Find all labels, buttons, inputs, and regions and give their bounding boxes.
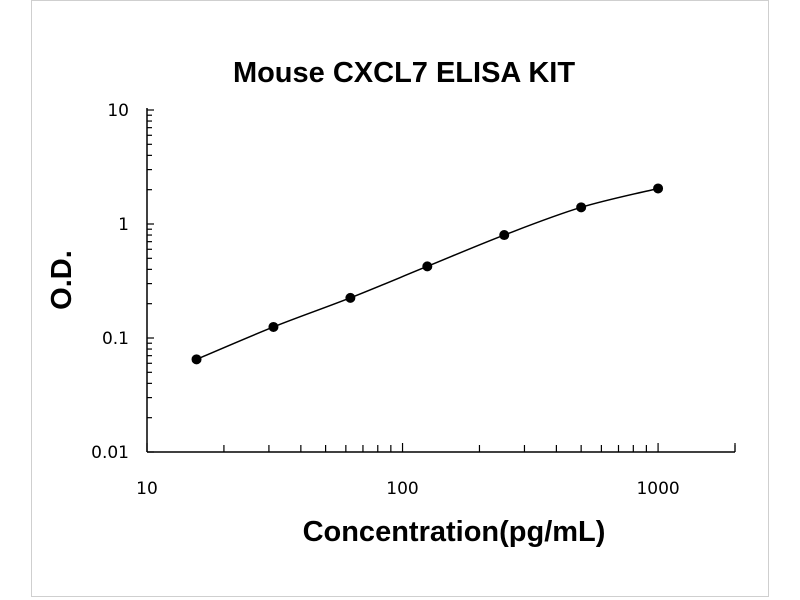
x-tick-label: 100: [386, 479, 418, 499]
y-axis-label: O.D.: [46, 250, 78, 310]
data-point: [576, 202, 587, 213]
data-point: [653, 183, 664, 194]
y-tick-label: 10: [107, 101, 129, 121]
data-point: [191, 354, 202, 365]
data-point: [499, 230, 510, 241]
y-tick-label: 1: [118, 215, 129, 235]
x-tick-label: 10: [136, 479, 158, 499]
x-tick-label: 1000: [636, 479, 679, 499]
chart-frame: [31, 0, 769, 597]
data-point: [345, 292, 356, 303]
y-tick-label: 0.01: [91, 443, 129, 463]
data-point: [422, 261, 433, 272]
y-tick-label: 0.1: [102, 329, 129, 349]
x-axis-label: Concentration(pg/mL): [303, 516, 606, 548]
data-point: [268, 321, 279, 332]
chart-title: Mouse CXCL7 ELISA KIT: [233, 57, 575, 89]
series-line: [196, 187, 659, 361]
